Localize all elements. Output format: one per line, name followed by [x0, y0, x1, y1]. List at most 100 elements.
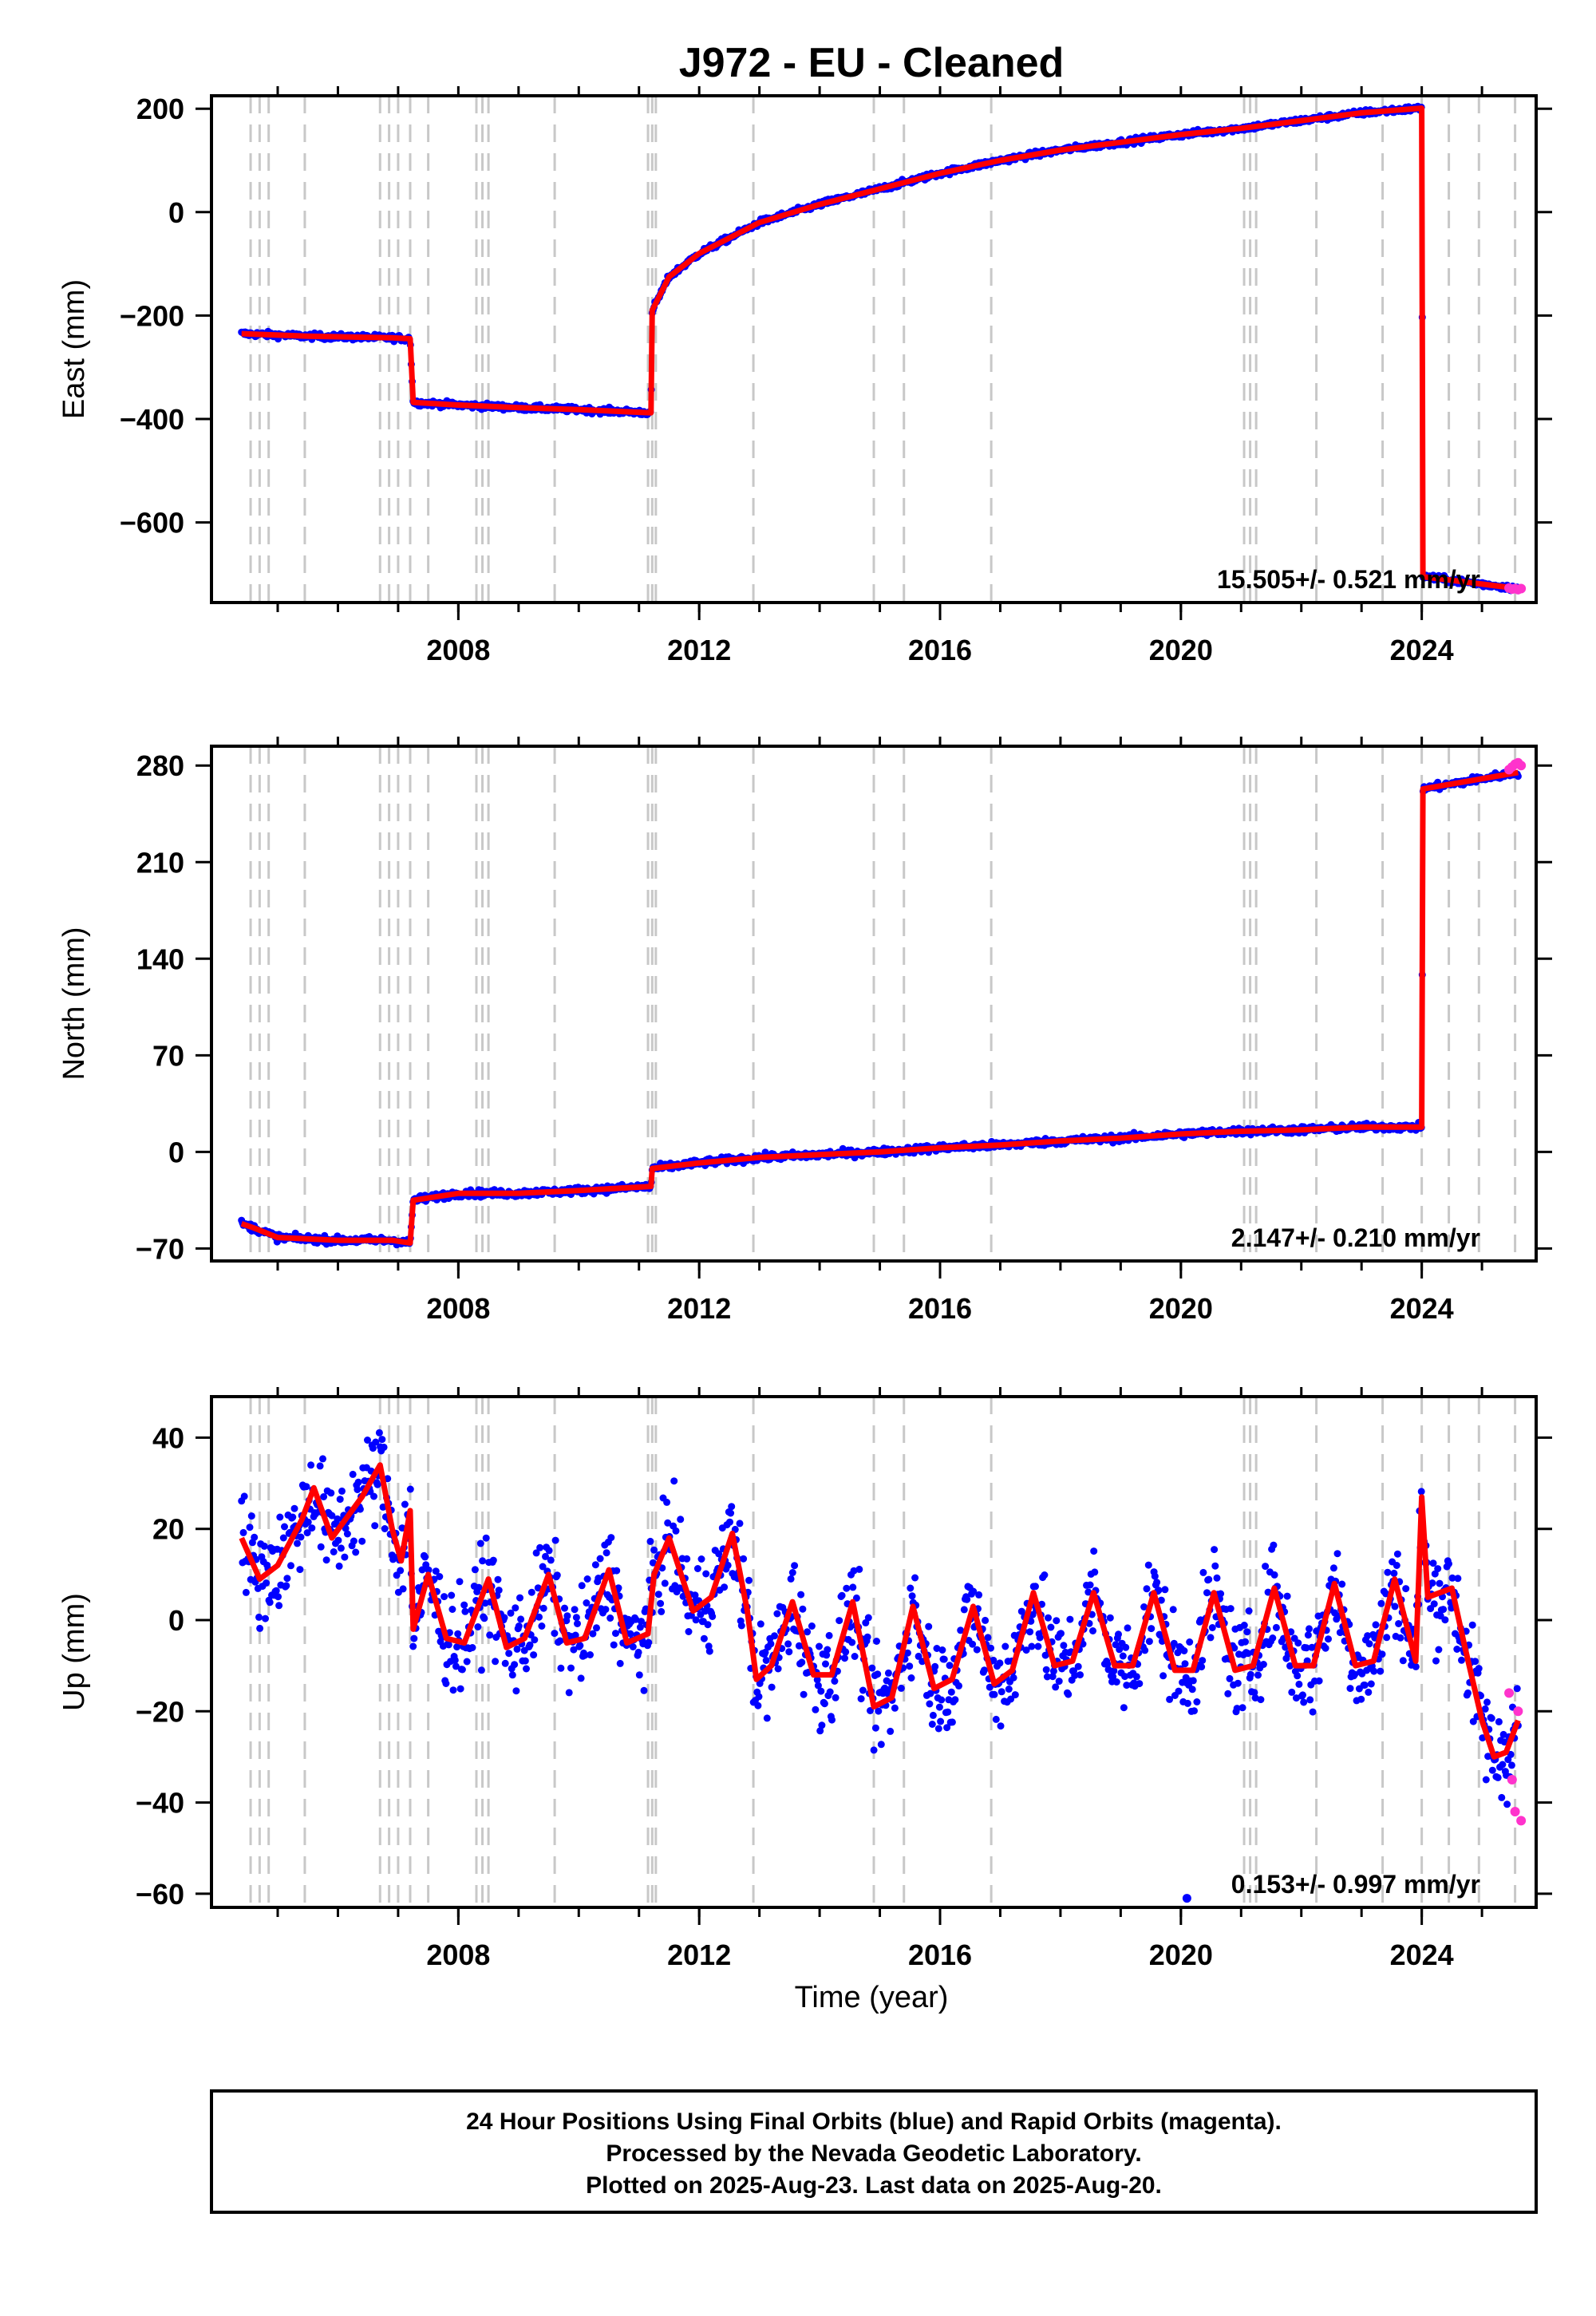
final-orbit-point — [381, 1525, 389, 1532]
final-orbit-point — [508, 1671, 516, 1679]
y-tick-label: 0 — [168, 1136, 184, 1168]
final-orbit-point — [887, 1727, 895, 1735]
final-orbit-point — [539, 1563, 547, 1571]
final-orbit-point — [982, 1616, 990, 1624]
final-orbit-point — [897, 1684, 905, 1692]
x-tick-label: 2016 — [908, 1292, 972, 1325]
final-orbit-point — [442, 1680, 450, 1687]
final-orbit-point — [826, 1688, 834, 1696]
final-orbit-point — [638, 1618, 645, 1626]
final-orbit-point — [1246, 1670, 1254, 1678]
final-orbit-point — [458, 1666, 466, 1674]
y-tick-label: −600 — [120, 507, 184, 539]
final-orbit-point — [981, 1666, 988, 1674]
final-orbit-point — [1217, 1590, 1225, 1598]
final-orbit-point — [1213, 1574, 1221, 1582]
final-orbit-point — [925, 1622, 933, 1630]
final-orbit-point — [341, 1553, 349, 1561]
final-orbit-point — [1495, 1717, 1503, 1725]
final-orbit-point — [951, 1696, 959, 1704]
final-orbit-point — [456, 1685, 464, 1693]
final-orbit-point — [907, 1674, 915, 1682]
final-orbit-point — [516, 1594, 523, 1602]
final-orbit-point — [973, 1646, 981, 1654]
final-orbit-point — [545, 1547, 553, 1555]
final-orbit-point — [1055, 1678, 1063, 1686]
final-orbit-point — [418, 1566, 426, 1574]
final-orbit-point — [1294, 1639, 1302, 1647]
final-orbit-point — [661, 1579, 669, 1587]
final-orbit-point — [1041, 1571, 1049, 1579]
final-orbit-point — [996, 1659, 1004, 1667]
final-orbit-point — [1090, 1547, 1098, 1555]
final-orbit-point — [926, 1690, 934, 1697]
final-orbit-point — [1119, 1652, 1127, 1660]
y-tick-label: −20 — [136, 1695, 184, 1728]
final-orbit-point — [817, 1687, 825, 1695]
final-orbit-point — [1286, 1662, 1294, 1670]
final-orbit-point — [836, 1617, 843, 1625]
final-orbit-point — [593, 1624, 600, 1632]
final-orbit-point — [724, 1561, 732, 1569]
final-orbit-point — [1302, 1644, 1310, 1652]
final-orbit-point — [1151, 1572, 1159, 1580]
final-orbit-point — [260, 1542, 268, 1550]
y-axis-label: North (mm) — [57, 927, 91, 1080]
final-orbit-point — [774, 1665, 782, 1673]
final-orbit-point — [297, 1533, 305, 1541]
final-orbit-point — [992, 1715, 1000, 1723]
final-orbit-point — [610, 1641, 618, 1649]
final-orbit-point — [246, 1524, 254, 1531]
final-orbit-point — [358, 1537, 366, 1545]
final-orbit-point — [1300, 1698, 1308, 1706]
final-orbit-point — [263, 1579, 271, 1587]
final-orbit-point — [1391, 1603, 1399, 1611]
final-orbit-point — [378, 1436, 386, 1444]
final-orbit-point — [911, 1574, 919, 1582]
y-tick-label: −60 — [136, 1878, 184, 1911]
final-orbit-point — [1390, 1569, 1398, 1577]
final-orbit-point — [1346, 1685, 1354, 1693]
final-orbit-point — [848, 1638, 856, 1646]
final-orbit-point — [1086, 1581, 1094, 1589]
final-orbit-point — [570, 1646, 578, 1654]
final-orbit-point — [955, 1682, 962, 1690]
final-orbit-point — [335, 1562, 343, 1570]
final-orbit-point — [369, 1445, 377, 1452]
final-orbit-point — [354, 1478, 362, 1486]
final-orbit-point — [843, 1584, 851, 1592]
final-orbit-point — [831, 1678, 839, 1685]
final-orbit-point — [512, 1604, 519, 1612]
final-orbit-point — [1205, 1575, 1213, 1583]
final-orbit-point — [476, 1539, 484, 1547]
final-orbit-point — [1432, 1657, 1440, 1665]
final-orbit-point — [946, 1662, 954, 1670]
final-orbit-point — [479, 1557, 487, 1565]
final-orbit-point — [330, 1548, 338, 1555]
final-orbit-point — [577, 1674, 585, 1682]
final-orbit-point — [658, 1607, 666, 1615]
final-orbit-point — [576, 1642, 584, 1650]
y-tick-label: 0 — [168, 196, 184, 229]
final-orbit-point — [728, 1503, 736, 1511]
final-orbit-point — [1007, 1695, 1015, 1703]
final-orbit-point — [1498, 1793, 1506, 1801]
final-orbit-point — [987, 1644, 994, 1652]
final-orbit-point — [513, 1645, 521, 1653]
final-orbit-point — [849, 1583, 857, 1591]
final-orbit-point — [768, 1683, 776, 1691]
final-orbit-point — [352, 1548, 360, 1556]
final-orbit-point — [1034, 1642, 1042, 1650]
final-orbit-point — [998, 1688, 1005, 1696]
final-orbit-point — [1428, 1579, 1436, 1587]
final-orbit-point — [726, 1518, 733, 1526]
final-orbit-point — [1009, 1674, 1017, 1682]
x-tick-label: 2020 — [1149, 1292, 1213, 1325]
final-orbit-point — [1499, 1761, 1507, 1769]
final-orbit-point — [1198, 1663, 1206, 1671]
final-orbit-point — [721, 1583, 729, 1591]
final-orbit-point — [319, 1455, 326, 1463]
final-orbit-point — [1430, 1600, 1438, 1608]
y-tick-label: 280 — [136, 749, 184, 782]
footer-line-3: Plotted on 2025-Aug-23. Last data on 202… — [586, 2172, 1162, 2199]
